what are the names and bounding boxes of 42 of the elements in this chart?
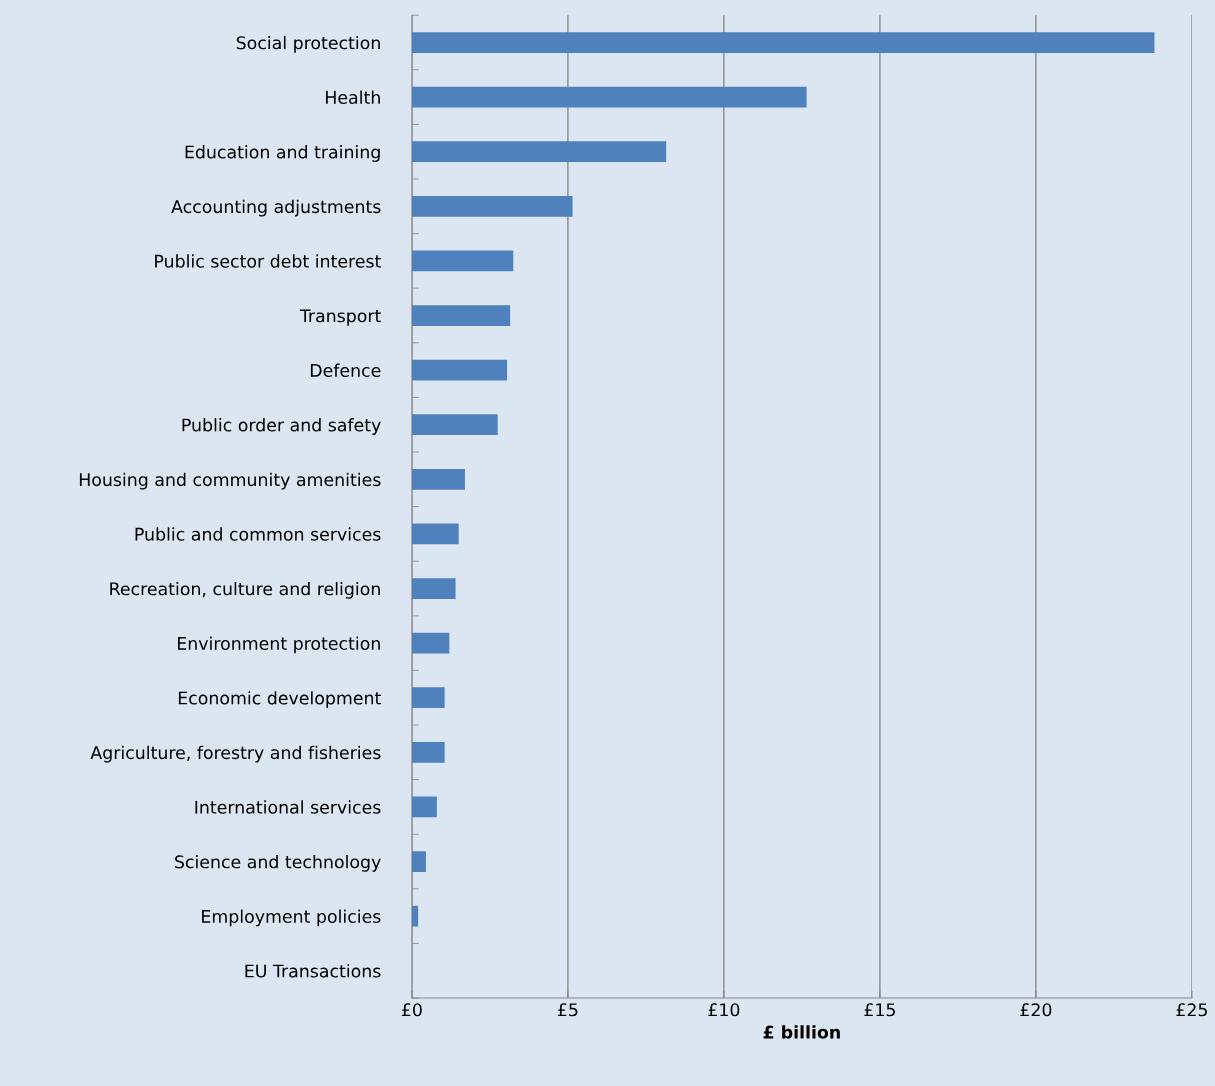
y-tick-label: Public order and safety — [182, 418, 381, 435]
y-tick-label: Environment protection — [177, 636, 380, 654]
y-tick-label: Accounting adjustments — [171, 199, 381, 217]
bar — [411, 359, 508, 381]
y-tick-label: Employment policies — [202, 909, 381, 927]
y-tick-label: Recreation, culture and religion — [110, 581, 380, 599]
x-tick-label: £10 — [708, 1003, 740, 1017]
bar — [411, 851, 426, 872]
bar — [411, 905, 419, 927]
bar — [411, 86, 807, 108]
bar — [411, 250, 514, 272]
bar — [411, 741, 445, 763]
y-tick-label: International services — [195, 800, 381, 814]
bar — [411, 523, 459, 545]
bar — [411, 632, 450, 654]
y-tick-label: EU Transactions — [245, 964, 381, 978]
y-tick-label: Public and common services — [135, 527, 381, 541]
bar — [411, 414, 498, 436]
x-tick-label: £15 — [864, 1003, 895, 1017]
x-tick-label: £20 — [1020, 1003, 1052, 1017]
bar — [411, 305, 511, 326]
bar — [411, 796, 437, 818]
x-axis-title: £ billion — [763, 1025, 840, 1039]
y-tick-label: Transport — [299, 309, 381, 326]
x-tick-label: £0 — [401, 1003, 422, 1017]
bar — [411, 468, 465, 490]
bar — [411, 687, 445, 709]
y-tick-label: Economic development — [178, 691, 381, 708]
y-tick-label: Social protection — [236, 35, 380, 53]
y-tick-label: Agriculture, forestry and fisheries — [90, 745, 381, 763]
bar — [411, 141, 667, 163]
y-tick-label: Education and training — [185, 145, 380, 162]
x-tick-label: £25 — [1176, 1003, 1207, 1017]
x-tick-label: £5 — [557, 1003, 578, 1017]
y-tick-label: Health — [326, 90, 380, 104]
y-tick-label: Science and technology — [175, 854, 381, 872]
y-tick-label: Housing and community amenities — [79, 472, 381, 490]
bar — [411, 32, 1155, 53]
bar — [411, 578, 456, 599]
bar — [411, 195, 573, 217]
y-tick-label: Public sector debt interest — [155, 254, 381, 268]
y-tick-label: Defence — [310, 363, 381, 377]
